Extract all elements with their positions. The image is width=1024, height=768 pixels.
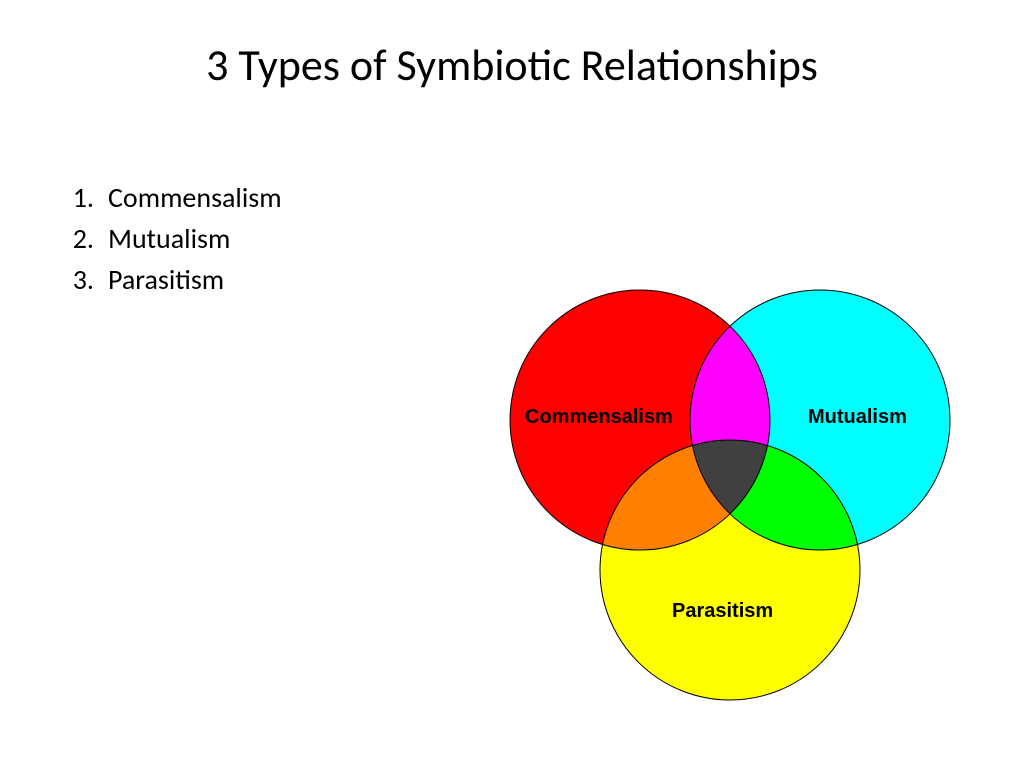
list-item: 2. Mutualism xyxy=(60,221,282,256)
page-title: 3 Types of Symbiotic Relationships xyxy=(0,38,1024,92)
list-number: 2. xyxy=(60,221,94,256)
list-item: 1. Commensalism xyxy=(60,180,282,215)
list-number: 3. xyxy=(60,262,94,297)
slide: 3 Types of Symbiotic Relationships 1. Com… xyxy=(0,0,1024,768)
venn-diagram: Commensalism Mutualism Parasitism xyxy=(450,250,1010,720)
list-number: 1. xyxy=(60,180,94,215)
venn-svg xyxy=(450,250,1010,720)
venn-label-commensalism: Commensalism xyxy=(525,406,673,429)
list-label: Parasitism xyxy=(108,262,224,297)
list-label: Commensalism xyxy=(108,180,282,215)
type-list: 1. Commensalism 2. Mutualism 3. Parasitism xyxy=(60,180,282,303)
list-item: 3. Parasitism xyxy=(60,262,282,297)
venn-canvas: Commensalism Mutualism Parasitism xyxy=(450,250,1010,720)
list-label: Mutualism xyxy=(108,221,230,256)
venn-label-mutualism: Mutualism xyxy=(808,406,907,429)
ordered-list: 1. Commensalism 2. Mutualism 3. Parasitism xyxy=(60,180,282,297)
venn-label-parasitism: Parasitism xyxy=(672,600,773,623)
